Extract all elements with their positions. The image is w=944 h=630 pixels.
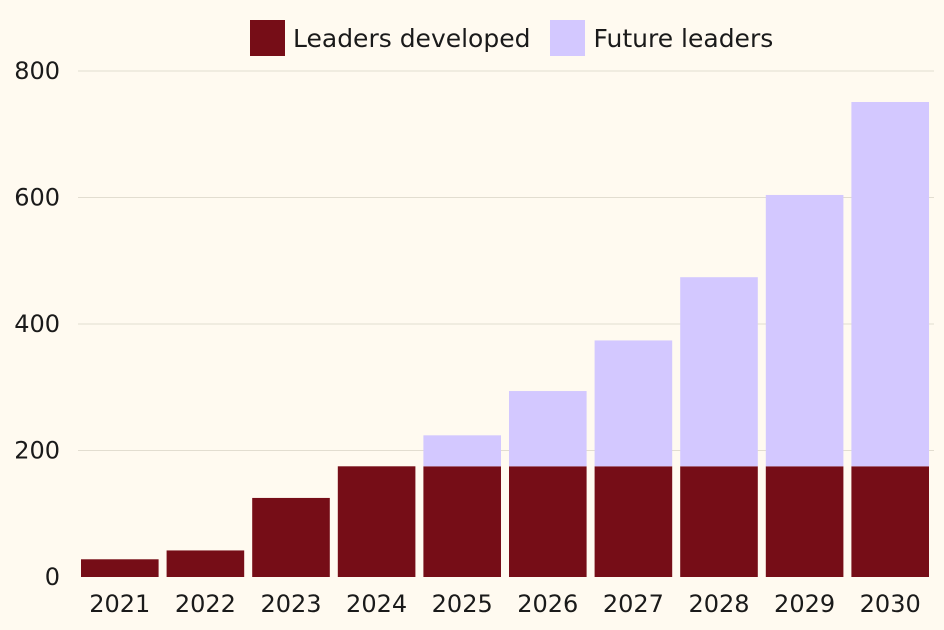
legend: Leaders developed Future leaders bbox=[250, 20, 793, 56]
y-tick-label: 800 bbox=[14, 57, 60, 85]
x-tick-label: 2026 bbox=[517, 590, 578, 618]
legend-item-leaders-developed: Leaders developed bbox=[250, 20, 530, 56]
bar-leaders-developed-2030 bbox=[851, 466, 929, 577]
bar-leaders-developed-2021 bbox=[81, 559, 159, 577]
x-tick-label: 2025 bbox=[432, 590, 493, 618]
legend-swatch-leaders-developed bbox=[250, 20, 285, 56]
y-tick-label: 400 bbox=[14, 310, 60, 338]
x-tick-label: 2029 bbox=[774, 590, 835, 618]
y-tick-label: 600 bbox=[14, 184, 60, 212]
x-tick-label: 2027 bbox=[603, 590, 664, 618]
legend-swatch-future-leaders bbox=[550, 20, 586, 56]
x-tick-label: 2022 bbox=[175, 590, 236, 618]
y-tick-label: 200 bbox=[14, 437, 60, 465]
x-tick-label: 2021 bbox=[89, 590, 150, 618]
bar-leaders-developed-2025 bbox=[423, 466, 501, 577]
bar-leaders-developed-2027 bbox=[594, 466, 673, 577]
legend-item-future-leaders: Future leaders bbox=[550, 20, 773, 56]
legend-label-leaders-developed: Leaders developed bbox=[293, 23, 531, 53]
x-tick-label: 2024 bbox=[346, 590, 407, 618]
bar-future-leaders-2030 bbox=[851, 101, 929, 467]
y-tick-label: 0 bbox=[45, 563, 60, 591]
x-tick-label: 2028 bbox=[688, 590, 749, 618]
bar-leaders-developed-2028 bbox=[680, 466, 758, 577]
x-tick-layer: 2021 2022 2023 2024 2025 2026 2027 2028 2029 2030 bbox=[89, 590, 920, 618]
bar-future-leaders-2028 bbox=[680, 277, 758, 467]
bar-layer bbox=[81, 101, 929, 577]
bar-future-leaders-2029 bbox=[765, 194, 844, 467]
bar-leaders-developed-2023 bbox=[252, 497, 330, 577]
y-tick-layer: 0 200 400 600 800 bbox=[14, 57, 60, 591]
bar-leaders-developed-2026 bbox=[509, 466, 587, 577]
bar-leaders-developed-2024 bbox=[337, 466, 416, 577]
legend-label-future-leaders: Future leaders bbox=[593, 23, 774, 53]
bar-leaders-developed-2029 bbox=[765, 466, 844, 577]
bar-future-leaders-2025 bbox=[423, 435, 501, 467]
bar-leaders-developed-2022 bbox=[166, 550, 245, 577]
bar-future-leaders-2026 bbox=[509, 391, 587, 467]
x-tick-label: 2030 bbox=[860, 590, 921, 618]
x-tick-label: 2023 bbox=[260, 590, 321, 618]
bar-future-leaders-2027 bbox=[594, 340, 673, 467]
